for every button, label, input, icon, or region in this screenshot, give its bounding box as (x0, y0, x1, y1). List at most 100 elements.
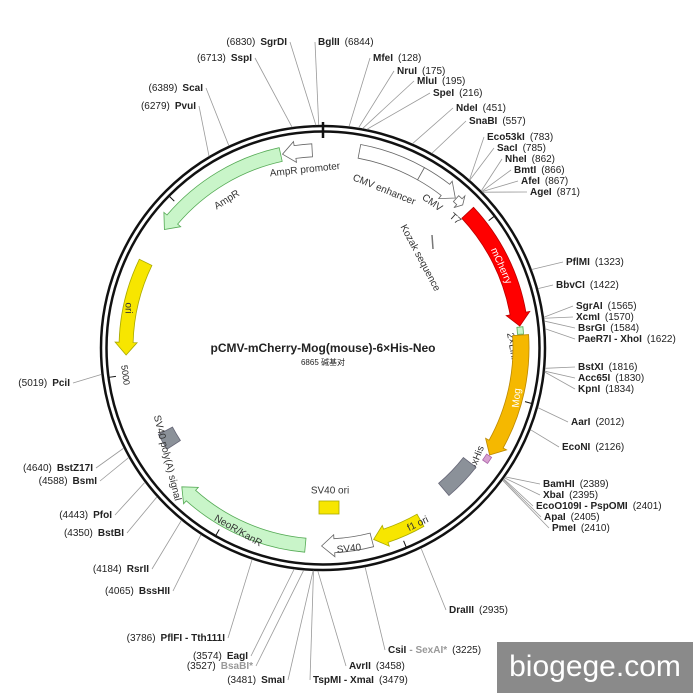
site-name: BsrGI (578, 323, 605, 334)
site-label: (6389) ScaI (149, 83, 204, 94)
site-leader (537, 284, 554, 290)
site-leader (544, 371, 576, 390)
site-label: (4184) RsrII (93, 564, 149, 575)
site-leader (99, 457, 129, 482)
site-name: EcoO109I - PspOMI (536, 501, 628, 512)
site-name: PvuI (175, 101, 196, 112)
site-leader (469, 147, 495, 181)
feature-shape (485, 334, 530, 456)
site-leader (503, 478, 534, 507)
site-label: XcmI (1570) (576, 312, 634, 323)
site-position: (3574) (193, 651, 222, 662)
feature-label: f1 ori (406, 514, 431, 534)
site-position: (1622) (647, 334, 676, 345)
site-name: MluI (417, 76, 437, 87)
ruler-tick (488, 215, 495, 221)
site-name: PfoI (93, 510, 112, 521)
site-name: BamHI (543, 479, 575, 490)
site-leader (126, 496, 158, 534)
site-name: Acc65I (578, 373, 610, 384)
ruler-tick (403, 540, 407, 548)
site-position: (3479) (379, 675, 408, 686)
site-name: MfeI (373, 53, 393, 64)
site-name: TspMI - XmaI (313, 675, 374, 686)
site-label: BbvCI (1422) (556, 280, 619, 291)
feature-shape (417, 167, 456, 200)
feature-shape (438, 456, 477, 497)
site-position: (195) (442, 76, 465, 87)
site-position: (1834) (605, 384, 634, 395)
site-leader (95, 447, 124, 469)
site-leader (480, 158, 503, 192)
site-name: SacI (497, 143, 518, 154)
site-name: PmeI (552, 523, 576, 534)
site-label: SgrAI (1565) (576, 301, 637, 312)
site-label: EcoNI (2126) (562, 442, 624, 453)
site-position: (866) (541, 165, 564, 176)
site-label: BamHI (2389) (543, 479, 609, 490)
site-label: Eco53kI (783) (487, 132, 553, 143)
watermark-box (497, 642, 693, 693)
length-unit: 碱基对 (321, 357, 345, 367)
site-label: MfeI (128) (373, 53, 421, 64)
site-position: (4350) (64, 528, 93, 539)
site-label: DraIII (2935) (449, 605, 508, 616)
site-label: KpnI (1834) (578, 384, 634, 395)
site-position: (3481) (227, 675, 256, 686)
site-alt-name: - SexAI* (409, 645, 447, 656)
site-position: (2389) (580, 479, 609, 490)
site-name: XcmI (576, 312, 600, 323)
site-label: SpeI (216) (433, 88, 482, 99)
ruler-tick (168, 195, 175, 202)
site-name: EcoNI (562, 442, 591, 453)
site-label: EcoO109I - PspOMI (2401) (536, 501, 662, 512)
site-label: AfeI (867) (521, 176, 568, 187)
feature-label: AmpR promoter (269, 161, 341, 179)
site-position: (1816) (609, 362, 638, 373)
site-label: BsrGI (1584) (578, 323, 639, 334)
feature-label: Mog (511, 388, 524, 408)
site-name: AarI (571, 417, 591, 428)
feature-label: AmpR (212, 188, 241, 212)
site-name: NdeI (456, 103, 478, 114)
site-name: BsaBI* (221, 661, 253, 672)
feature-label: Kozak sequence (398, 223, 443, 294)
site-leader (537, 407, 569, 423)
site-position: (6389) (149, 83, 178, 94)
site-leader (543, 305, 574, 318)
site-label: CsiI - SexAI* (3225) (388, 645, 481, 656)
feature-label: SV40 poly(A) signal (151, 414, 183, 502)
site-name: BglII (318, 37, 340, 48)
site-label: MluI (195) (417, 76, 465, 87)
feature-shape (516, 326, 524, 335)
site-label: (4640) BstZ17I (23, 463, 93, 474)
feature-label: ori (122, 302, 133, 313)
site-name: ScaI (182, 83, 203, 94)
site-label: Acc65I (1830) (578, 373, 644, 384)
site-position: (6713) (197, 53, 226, 64)
site-label: SnaBI (557) (469, 116, 526, 127)
site-leader (255, 569, 305, 667)
site-position: (175) (422, 66, 445, 77)
site-name: SgrDI (260, 37, 287, 48)
feature-shape (452, 194, 466, 208)
site-leader (287, 570, 314, 681)
site-name: PflMI (566, 257, 590, 268)
site-leader (317, 570, 347, 667)
site-leader (198, 105, 210, 157)
site-position: (2410) (581, 523, 610, 534)
feature-shape (281, 140, 313, 164)
site-name: RsrII (127, 564, 149, 575)
site-label: (3481) SmaI (227, 675, 285, 686)
site-label: XbaI (2395) (543, 490, 598, 501)
site-name: SpeI (433, 88, 454, 99)
site-leader (481, 169, 512, 192)
feature-shape (320, 532, 375, 558)
site-position: (6279) (141, 101, 170, 112)
site-name: DraIII (449, 605, 474, 616)
site-leader (412, 107, 454, 145)
site-leader (502, 479, 542, 518)
site-position: (4065) (105, 586, 134, 597)
site-position: (871) (557, 187, 580, 198)
